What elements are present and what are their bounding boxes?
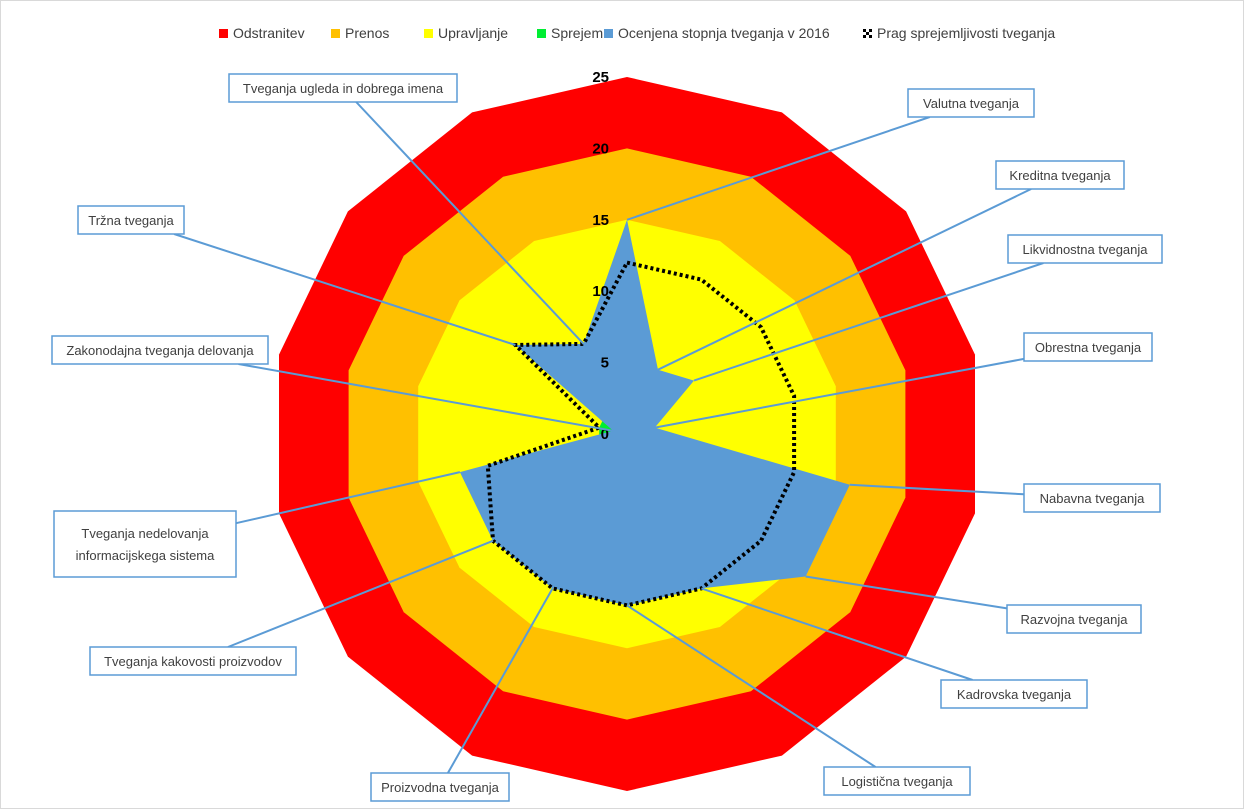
callout-leader-obrestna-tveganja bbox=[654, 357, 1025, 429]
callout-leader-tveganja-ugleda-in-dobrega-imena bbox=[355, 101, 585, 345]
callout-box-obrestna-tveganja bbox=[1023, 332, 1153, 362]
category-label-tveganja-ugleda-in-dobrega-imena: Tveganja ugleda in dobrega imena bbox=[243, 81, 444, 96]
callout-leader-valutna-tveganja bbox=[626, 116, 931, 221]
category-label-proizvodna-tveganja: Proizvodna tveganja bbox=[381, 780, 500, 795]
category-label-trzna-tveganja: Tržna tveganja bbox=[88, 213, 174, 228]
legend-swatch bbox=[537, 29, 546, 38]
tick-label: 15 bbox=[592, 212, 609, 229]
legend-item-sprejem: Sprejem bbox=[537, 25, 603, 41]
callout-leader-kreditna-tveganja bbox=[657, 188, 1032, 371]
category-label-tveganja-kakovosti-proizvodov: Tveganja kakovosti proizvodov bbox=[104, 654, 282, 669]
legend-swatch bbox=[424, 29, 433, 38]
category-label-logisticna-tveganja: Logistična tveganja bbox=[841, 774, 953, 789]
callout-box-kadrovska-tveganja bbox=[940, 679, 1088, 709]
legend-item-ocenjena-stopnja-tveganja-v-2016: Ocenjena stopnja tveganja v 2016 bbox=[604, 25, 830, 41]
category-label-razvojna-tveganja: Razvojna tveganja bbox=[1021, 612, 1129, 627]
legend-swatch bbox=[331, 29, 340, 38]
legend-item-odstranitev: Odstranitev bbox=[219, 25, 305, 41]
tick-label: 5 bbox=[601, 355, 609, 372]
category-label-valutna-tveganja: Valutna tveganja bbox=[923, 96, 1020, 111]
callout-leader-logisticna-tveganja bbox=[626, 604, 877, 768]
category-label-tveganja-nedelovanja-informacijskega-sistema: Tveganja nedelovanja informacijskega sist… bbox=[76, 526, 215, 563]
legend-item-upravljanje: Upravljanje bbox=[424, 25, 508, 41]
category-label-likvidnostna-tveganja: Likvidnostna tveganja bbox=[1022, 242, 1148, 257]
callout-leader-razvojna-tveganja bbox=[805, 575, 1008, 610]
legend-swatch bbox=[604, 29, 613, 38]
callout-leader-nabavna-tveganja bbox=[849, 483, 1025, 496]
callout-leader-kadrovska-tveganja bbox=[701, 587, 973, 681]
category-label-kadrovska-tveganja: Kadrovska tveganja bbox=[957, 687, 1072, 702]
legend-item-prenos: Prenos bbox=[331, 25, 389, 41]
callout-leader-proizvodna-tveganja bbox=[447, 587, 554, 774]
legend-label: Prenos bbox=[345, 25, 389, 41]
legend-item-prag-sprejemljivosti-tveganja: Prag sprejemljivosti tveganja bbox=[863, 25, 1055, 41]
category-label-obrestna-tveganja: Obrestna tveganja bbox=[1035, 340, 1142, 355]
legend-label: Prag sprejemljivosti tveganja bbox=[877, 25, 1055, 41]
legend-marker bbox=[863, 29, 872, 38]
legend-label: Odstranitev bbox=[233, 25, 305, 41]
legend-label: Upravljanje bbox=[438, 25, 508, 41]
callout-leader-likvidnostna-tveganja bbox=[693, 262, 1044, 382]
callout-box-proizvodna-tveganja bbox=[370, 772, 510, 802]
estimated-risk-area bbox=[459, 219, 850, 606]
callout-box-tveganja-kakovosti-proizvodov bbox=[89, 646, 297, 676]
category-label-kreditna-tveganja: Kreditna tveganja bbox=[1009, 168, 1111, 183]
callout-leader-trzna-tveganja bbox=[173, 233, 516, 346]
tick-label: 20 bbox=[592, 140, 609, 157]
series-area-ocenjena-stopnja-tveganja-v-2016 bbox=[459, 219, 850, 606]
category-label-zakonodajna-tveganja-delovanja: Zakonodajna tveganja delovanja bbox=[66, 343, 254, 358]
callout-leader-tveganja-kakovosti-proizvodov bbox=[227, 539, 494, 648]
callout-box-razvojna-tveganja bbox=[1006, 604, 1142, 634]
callout-leader-tveganja-nedelovanja-informacijskega-sistema bbox=[235, 471, 461, 525]
tick-label: 10 bbox=[592, 283, 609, 300]
category-callouts: Valutna tveganja Kreditna tveganja Likvidn… bbox=[51, 73, 1163, 802]
tick-label: 25 bbox=[592, 69, 609, 86]
tick-label: 0 bbox=[601, 426, 609, 443]
legend-label: Ocenjena stopnja tveganja v 2016 bbox=[618, 25, 830, 41]
callout-box-valutna-tveganja bbox=[907, 88, 1035, 118]
callout-box-nabavna-tveganja bbox=[1023, 483, 1161, 513]
legend-swatch bbox=[219, 29, 228, 38]
callout-box-kreditna-tveganja bbox=[995, 160, 1125, 190]
legend: Odstranitev Prenos Upravljanje Sprejem Ocenj… bbox=[219, 25, 1055, 41]
callout-box-zakonodajna-tveganja-delovanja bbox=[51, 335, 269, 365]
radial-tick-labels: 0 5 10 15 20 25 bbox=[592, 69, 609, 443]
callout-box-likvidnostna-tveganja bbox=[1007, 234, 1163, 264]
legend-label: Sprejem bbox=[551, 25, 603, 41]
callout-box-tveganja-ugleda-in-dobrega-imena bbox=[228, 73, 458, 103]
callout-leader-zakonodajna-tveganja-delovanja bbox=[238, 363, 614, 432]
callout-box-trzna-tveganja bbox=[77, 205, 185, 235]
callout-box-tveganja-nedelovanja-informacijskega-sistema bbox=[53, 510, 237, 578]
callout-box-logisticna-tveganja bbox=[823, 766, 971, 796]
category-label-nabavna-tveganja: Nabavna tveganja bbox=[1040, 491, 1146, 506]
